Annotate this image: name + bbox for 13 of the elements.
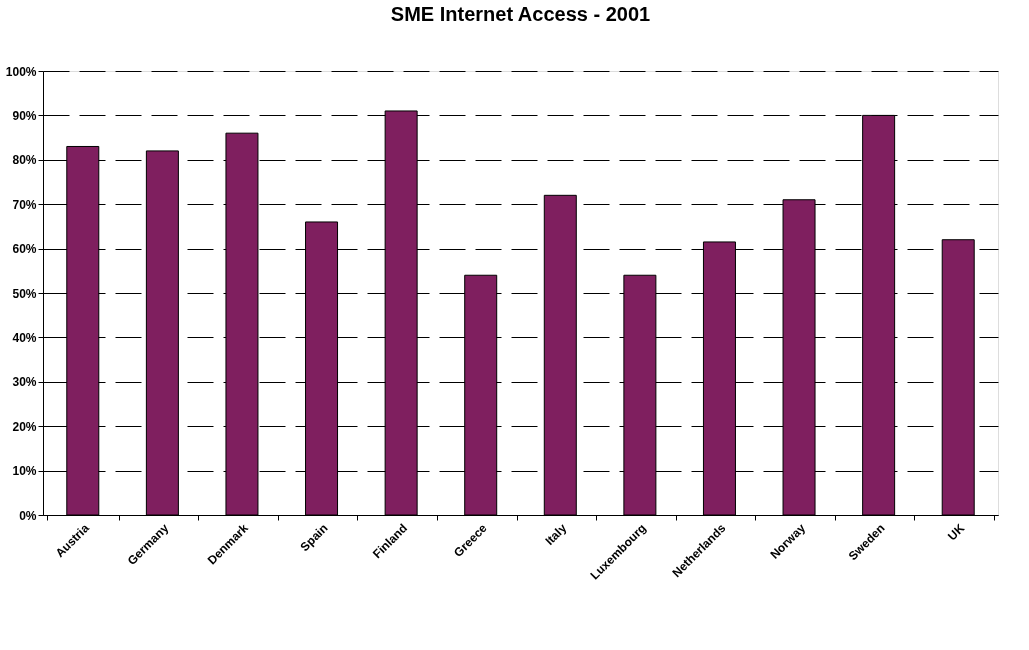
y-tick-label: 0% [19,508,37,523]
y-tick-label: 90% [12,108,37,123]
y-tick-label: 40% [12,330,37,345]
y-tick-label: 10% [12,464,37,479]
chart-title: SME Internet Access - 2001 [390,3,651,25]
y-tick-label: 100% [5,64,37,79]
y-tick-label: 20% [12,419,37,434]
y-tick-label: 60% [12,242,37,257]
y-tick-label: 80% [12,153,37,168]
y-tick-label: 30% [12,375,37,390]
y-tick-label: 70% [12,197,37,212]
x-tick-label: UK [945,520,968,544]
y-tick-label: 50% [12,286,37,301]
